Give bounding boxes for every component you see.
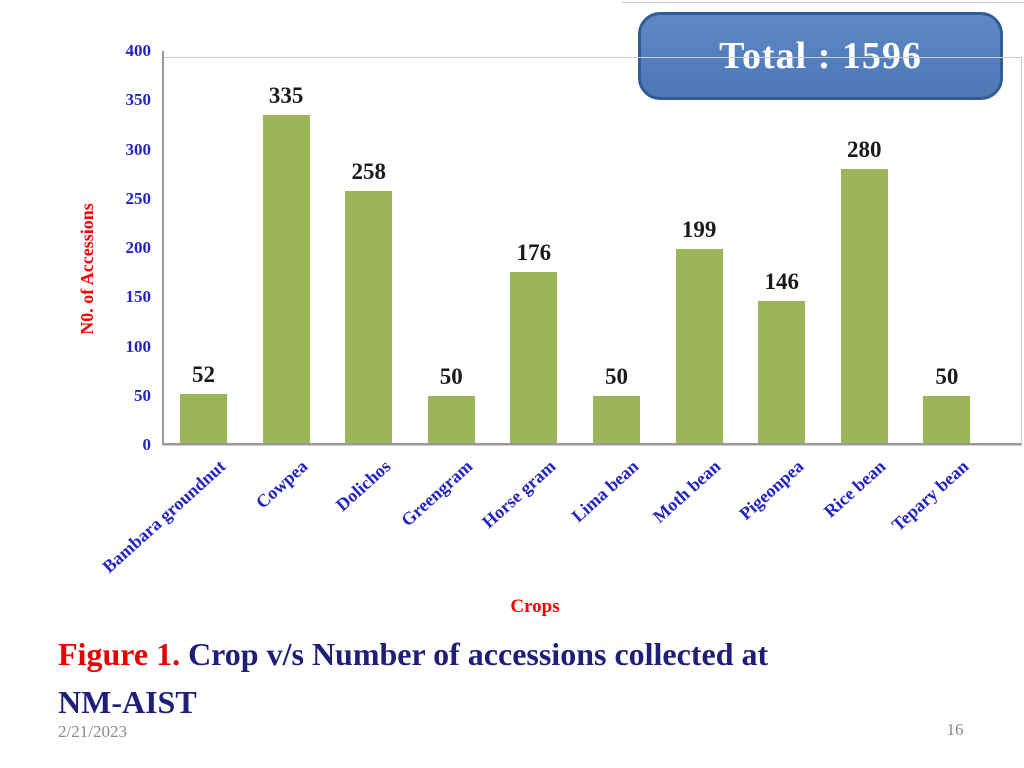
slide-number: 16 xyxy=(946,720,964,739)
y-axis-title: N0. of Accessions xyxy=(77,203,97,335)
bar-dolichos xyxy=(345,190,393,443)
bar-lima-bean xyxy=(593,395,640,443)
figure-caption-line1: Crop v/s Number of accessions collected … xyxy=(180,636,769,672)
footer-date: 2/21/2023 xyxy=(58,722,127,741)
bar-tepary-bean xyxy=(923,395,971,443)
y-tick-label-250: 250 xyxy=(125,188,152,208)
bar-cowpea xyxy=(262,115,310,443)
figure-caption: Figure 1. Crop v/s Number of accessions … xyxy=(58,630,1010,726)
y-tick-label-350: 350 xyxy=(125,90,152,110)
bar-value-dolichos: 258 xyxy=(351,158,386,184)
bar-value-rice-bean: 280 xyxy=(847,137,882,163)
y-tick-label-100: 100 xyxy=(125,336,152,356)
total-badge-label: Total : 1596 xyxy=(719,35,922,77)
bar-chart: 0 50 100 150 200 250 300 350 400 N0. of Accession… xyxy=(77,41,1022,617)
y-tick-label-200: 200 xyxy=(125,238,152,257)
bar-moth-bean xyxy=(675,248,723,443)
bar-value-tepary-bean: 50 xyxy=(935,363,959,389)
bar-value-pigeonpea: 146 xyxy=(764,269,799,295)
y-tick-label-400: 400 xyxy=(125,41,152,60)
bar-horse-gram xyxy=(510,271,558,443)
bar-value-greengram: 50 xyxy=(439,363,463,389)
bar-value-horse-gram: 176 xyxy=(516,239,552,265)
y-tick-label-0: 0 xyxy=(142,435,152,454)
bar-value-lima-bean: 50 xyxy=(605,363,628,389)
y-axis-line xyxy=(162,51,164,445)
figure-caption-number: Figure 1. xyxy=(58,636,181,672)
y-tick-label-50: 50 xyxy=(134,385,151,405)
x-axis-line xyxy=(162,443,1021,445)
bar-greengram xyxy=(427,395,475,443)
chart-frame-top-line xyxy=(622,2,1024,3)
bar-pigeonpea xyxy=(758,301,806,443)
x-axis-title: Crops xyxy=(510,596,560,617)
total-badge: Total : 1596 xyxy=(638,12,1003,100)
bar-value-moth-bean: 199 xyxy=(681,216,717,242)
bar-bambara-groundnut xyxy=(180,393,227,443)
y-tick-label-300: 300 xyxy=(125,139,152,159)
bar-value-bambara-groundnut: 52 xyxy=(192,361,215,387)
bar-rice-bean xyxy=(840,169,888,443)
y-tick-label-150: 150 xyxy=(125,287,152,307)
bar-value-cowpea: 335 xyxy=(268,83,304,109)
figure-caption-line2: NM-AIST xyxy=(58,684,197,720)
